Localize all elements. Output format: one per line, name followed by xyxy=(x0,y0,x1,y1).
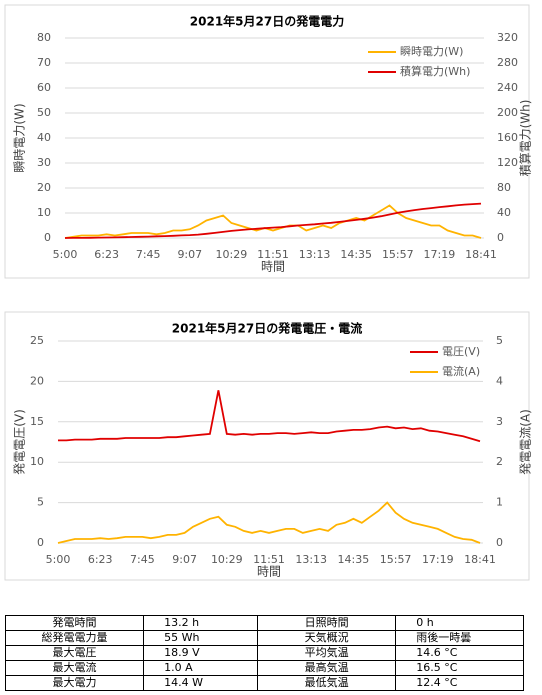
table-key: 最大電力 xyxy=(4,675,145,691)
x-tick-label: 15:57 xyxy=(382,248,414,261)
table-value: 雨後一時曇 xyxy=(395,630,524,646)
table-value: 0 h xyxy=(395,615,524,631)
table-key: 平均気温 xyxy=(257,645,397,661)
y2-tick-label: 40 xyxy=(497,206,511,219)
chart-frame xyxy=(4,4,530,279)
x-tick-label: 14:35 xyxy=(338,553,370,566)
y-tick-label: 0 xyxy=(37,536,44,549)
table-value: 14.6 °C xyxy=(395,645,524,661)
y2-tick-label: 0 xyxy=(497,231,504,244)
y-axis-label: 発電電圧(V) xyxy=(13,409,27,475)
y-tick-label: 20 xyxy=(37,181,51,194)
y-tick-label: 30 xyxy=(37,156,51,169)
y2-axis-label: 積算電力(Wh) xyxy=(518,100,533,177)
y2-tick-label: 120 xyxy=(497,156,518,169)
y2-tick-label: 240 xyxy=(497,81,518,94)
series-line xyxy=(57,501,481,544)
table-key: 最大電流 xyxy=(4,660,145,676)
y2-tick-label: 160 xyxy=(497,131,518,144)
y-tick-label: 80 xyxy=(37,31,51,44)
series-line xyxy=(64,202,482,239)
table-key: 最大電圧 xyxy=(4,645,145,661)
y2-tick-label: 80 xyxy=(497,181,511,194)
x-tick-label: 10:29 xyxy=(216,248,248,261)
x-tick-label: 15:57 xyxy=(380,553,412,566)
table-key: 最高気温 xyxy=(257,660,397,676)
x-axis-label: 時間 xyxy=(257,565,281,579)
y2-tick-label: 320 xyxy=(497,31,518,44)
x-tick-label: 11:51 xyxy=(253,553,285,566)
table-row: 最大電流 1.0 A 最高気温 16.5 °C xyxy=(4,660,524,676)
y-axis-label: 瞬時電力(W) xyxy=(13,103,27,172)
y2-tick-label: 4 xyxy=(496,374,503,387)
table-value: 14.4 W xyxy=(143,675,259,691)
x-tick-label: 18:41 xyxy=(464,553,496,566)
x-tick-label: 18:41 xyxy=(465,248,497,261)
table-row: 発電時間 13.2 h 日照時間 0 h xyxy=(4,615,524,631)
x-tick-label: 7:45 xyxy=(136,248,161,261)
y-tick-label: 50 xyxy=(37,106,51,119)
table-row: 最大電力 14.4 W 最低気温 12.4 °C xyxy=(4,675,524,691)
x-tick-label: 9:07 xyxy=(177,248,202,261)
x-tick-label: 17:19 xyxy=(422,553,454,566)
x-tick-label: 6:23 xyxy=(94,248,119,261)
x-tick-label: 14:35 xyxy=(340,248,372,261)
table-value: 12.4 °C xyxy=(395,675,524,691)
table-key: 総発電電力量 xyxy=(4,630,145,646)
table-value: 1.0 A xyxy=(143,660,259,676)
table-key: 天気概況 xyxy=(257,630,397,646)
table-value: 55 Wh xyxy=(143,630,259,646)
legend-label: 瞬時電力(W) xyxy=(400,45,463,58)
y-tick-label: 40 xyxy=(37,131,51,144)
y2-tick-label: 280 xyxy=(497,56,518,69)
y2-tick-label: 2 xyxy=(496,455,503,468)
y2-tick-label: 0 xyxy=(496,536,503,549)
legend-label: 電流(A) xyxy=(442,364,480,378)
table-key: 日照時間 xyxy=(257,615,397,631)
charts: 2021年5月27日の発電電力0102030405060708004080120… xyxy=(4,4,533,581)
y-tick-label: 10 xyxy=(30,455,44,468)
y2-tick-label: 3 xyxy=(496,415,503,428)
y-tick-label: 10 xyxy=(37,206,51,219)
x-tick-label: 13:13 xyxy=(295,553,327,566)
x-tick-label: 13:13 xyxy=(299,248,331,261)
summary-table: 発電時間 13.2 h 日照時間 0 h 総発電電力量 55 Wh 天気概況 雨後一時曇 最大電… xyxy=(4,615,524,691)
legend-label: 積算電力(Wh) xyxy=(400,64,470,78)
x-tick-label: 9:07 xyxy=(172,553,197,566)
x-tick-label: 11:51 xyxy=(257,248,289,261)
y-tick-label: 70 xyxy=(37,56,51,69)
y2-axis-label: 発電電流(A) xyxy=(519,409,533,475)
x-tick-label: 6:23 xyxy=(88,553,113,566)
series-line xyxy=(64,204,482,239)
table-row: 総発電電力量 55 Wh 天気概況 雨後一時曇 xyxy=(4,630,524,646)
chart-frame xyxy=(4,311,530,581)
y-tick-label: 5 xyxy=(37,496,44,509)
table-key: 最低気温 xyxy=(257,675,397,691)
table-value: 16.5 °C xyxy=(395,660,524,676)
x-tick-label: 5:00 xyxy=(46,553,71,566)
legend-label: 電圧(V) xyxy=(442,345,480,358)
table-row: 最大電圧 18.9 V 平均気温 14.6 °C xyxy=(4,645,524,661)
series-line xyxy=(58,390,481,443)
y-tick-label: 0 xyxy=(44,231,51,244)
x-tick-label: 17:19 xyxy=(424,248,456,261)
y-tick-label: 25 xyxy=(30,334,44,347)
table-key: 発電時間 xyxy=(4,615,145,631)
y-tick-label: 60 xyxy=(37,81,51,94)
x-tick-label: 7:45 xyxy=(130,553,155,566)
y2-tick-label: 1 xyxy=(496,496,503,509)
x-tick-label: 5:00 xyxy=(53,248,78,261)
y-tick-label: 20 xyxy=(30,374,44,387)
table-value: 18.9 V xyxy=(143,645,259,661)
y-tick-label: 15 xyxy=(30,415,44,428)
chart-title: 2021年5月27日の発電電力 xyxy=(190,14,344,29)
chart-title: 2021年5月27日の発電電圧・電流 xyxy=(172,321,362,336)
y2-tick-label: 5 xyxy=(496,334,503,347)
x-axis-label: 時間 xyxy=(261,260,285,274)
x-tick-label: 10:29 xyxy=(211,553,243,566)
table-value: 13.2 h xyxy=(143,615,259,631)
y2-tick-label: 200 xyxy=(497,106,518,119)
